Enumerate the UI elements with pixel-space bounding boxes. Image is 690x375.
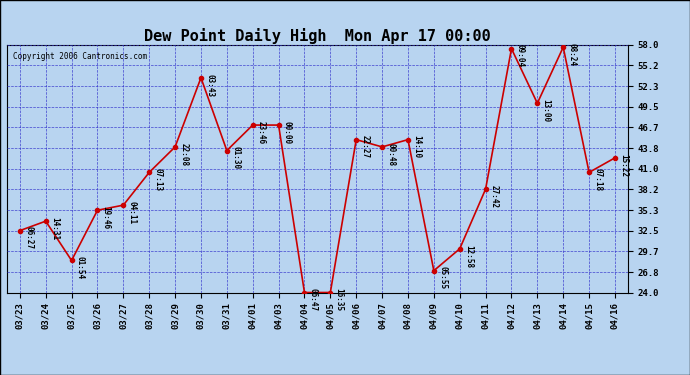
Text: 09:04: 09:04 [515, 45, 524, 68]
Text: 14:10: 14:10 [412, 135, 421, 159]
Text: 08:24: 08:24 [567, 43, 576, 66]
Text: 13:00: 13:00 [542, 99, 551, 122]
Text: 00:48: 00:48 [386, 143, 395, 166]
Text: 22:27: 22:27 [360, 135, 369, 159]
Title: Dew Point Daily High  Mon Apr 17 00:00: Dew Point Daily High Mon Apr 17 00:00 [144, 28, 491, 44]
Text: 06:27: 06:27 [24, 226, 33, 250]
Text: 05:55: 05:55 [438, 267, 447, 290]
Text: 14:31: 14:31 [50, 217, 59, 240]
Text: 07:18: 07:18 [593, 168, 602, 191]
Text: 01:54: 01:54 [76, 256, 85, 279]
Text: 07:13: 07:13 [153, 168, 162, 191]
Text: Copyright 2006 Cantronics.com: Copyright 2006 Cantronics.com [13, 53, 147, 62]
Text: 15:22: 15:22 [619, 154, 628, 177]
Text: 16:35: 16:35 [335, 288, 344, 312]
Text: 03:43: 03:43 [205, 74, 214, 97]
Text: 04:11: 04:11 [128, 201, 137, 224]
Text: 12:58: 12:58 [464, 244, 473, 268]
Text: 19:46: 19:46 [101, 206, 110, 229]
Text: 06:47: 06:47 [308, 288, 317, 312]
Text: 22:08: 22:08 [179, 143, 188, 166]
Text: 23:46: 23:46 [257, 121, 266, 144]
Text: 27:42: 27:42 [490, 185, 499, 208]
Text: 01:30: 01:30 [231, 146, 240, 170]
Text: 00:00: 00:00 [283, 121, 292, 144]
